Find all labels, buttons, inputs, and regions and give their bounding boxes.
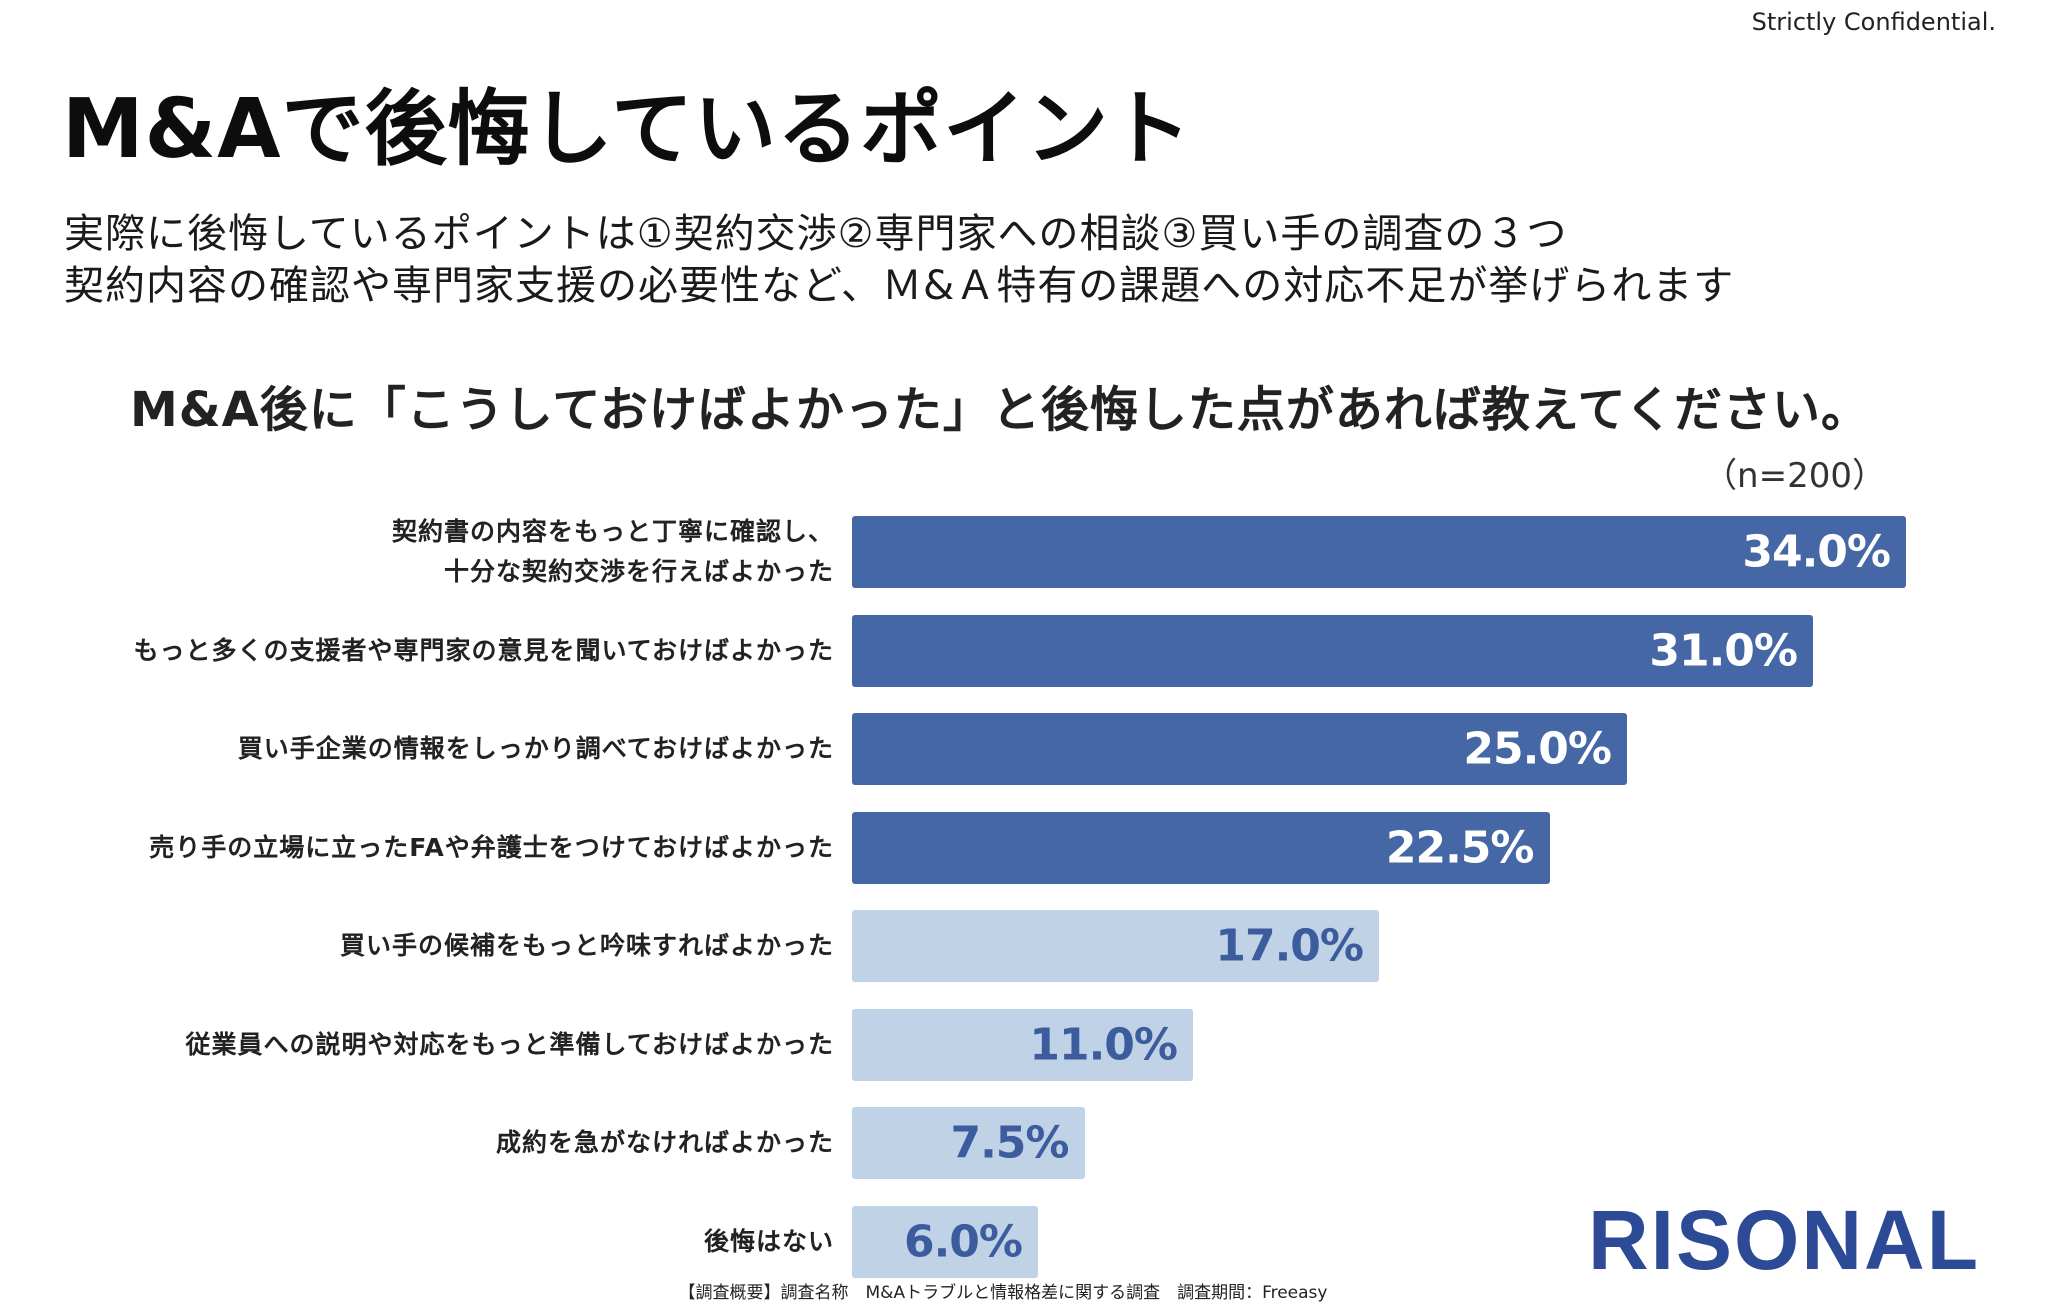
risonal-logo: RISONAL [1588, 1193, 1980, 1287]
category-label: 後悔はない [704, 1222, 834, 1262]
bar-value-label: 11.0% [1029, 1019, 1178, 1070]
category-label: 成約を急がなければよかった [496, 1123, 834, 1163]
category-label-line: 成約を急がなければよかった [495, 1128, 834, 1157]
bar: 17.0% [852, 910, 1379, 982]
subtitle-line-2: 契約内容の確認や専門家支援の必要性など、Ｍ&Ａ特有の課題への対応不足が挙げられま… [64, 263, 1735, 309]
category-label-line: 十分な契約交渉を行えばよかった [443, 557, 834, 586]
confidential-label: Strictly Confidential. [1751, 8, 1996, 36]
sample-size-note: （n=200） [1703, 456, 1886, 496]
bar: 7.5% [852, 1107, 1085, 1179]
category-label: 契約書の内容をもっと丁寧に確認し、十分な契約交渉を行えばよかった [392, 512, 834, 592]
bar: 31.0% [852, 614, 1813, 687]
subtitle-line-1: 実際に後悔しているポイントは①契約交渉②専門家への相談③買い手の調査の３つ [64, 211, 1568, 257]
category-label: 従業員への説明や対応をもっと準備しておけばよかった [185, 1025, 834, 1065]
bar-value-label: 22.5% [1385, 822, 1535, 873]
category-label: もっと多くの支援者や専門家の意見を聞いておけばよかった [133, 631, 834, 671]
bar: 22.5% [852, 811, 1550, 884]
category-label: 買い手の候補をもっと吟味すればよかった [340, 926, 834, 966]
bar-value-label: 6.0% [903, 1216, 1023, 1267]
bar: 25.0% [852, 713, 1627, 785]
category-label-line: 売り手の立場に立ったFAや弁護士をつけておけばよかった [149, 832, 834, 862]
bar-value-label: 31.0% [1649, 625, 1798, 676]
category-label-line: 後悔はない [703, 1226, 834, 1256]
bar: 34.0% [852, 516, 1906, 588]
category-label: 売り手の立場に立ったFAや弁護士をつけておけばよかった [149, 828, 834, 868]
category-label-line: もっと多くの支援者や専門家の意見を聞いておけばよかった [133, 635, 834, 665]
page-title: M&Aで後悔しているポイント [62, 82, 1193, 177]
bar-value-label: 7.5% [950, 1117, 1069, 1169]
category-label-line: 従業員への説明や対応をもっと準備しておけばよかった [185, 1029, 834, 1059]
bar-value-label: 17.0% [1215, 920, 1364, 972]
category-label-line: 契約書の内容をもっと丁寧に確認し、 [391, 517, 834, 546]
chart-title: M&A後に「こうしておけばよかった」と後悔した点があれば教えてください。 [130, 382, 1871, 438]
bar-value-label: 25.0% [1463, 723, 1612, 775]
category-label-line: 買い手企業の情報をしっかり調べておけばよかった [237, 734, 834, 763]
bar: 6.0% [852, 1205, 1038, 1278]
category-label: 買い手企業の情報をしっかり調べておけばよかった [238, 729, 834, 769]
category-label-line: 買い手の候補をもっと吟味すればよかった [339, 931, 834, 960]
subtitle: 実際に後悔しているポイントは①契約交渉②専門家への相談③買い手の調査の３つ 契約… [64, 208, 1734, 312]
bar-value-label: 34.0% [1742, 526, 1891, 578]
bar: 11.0% [852, 1008, 1193, 1081]
survey-footer: 【調査概要】調査名称 M&Aトラブルと情報格差に関する調査 調査期間：Freea… [678, 1283, 1328, 1303]
